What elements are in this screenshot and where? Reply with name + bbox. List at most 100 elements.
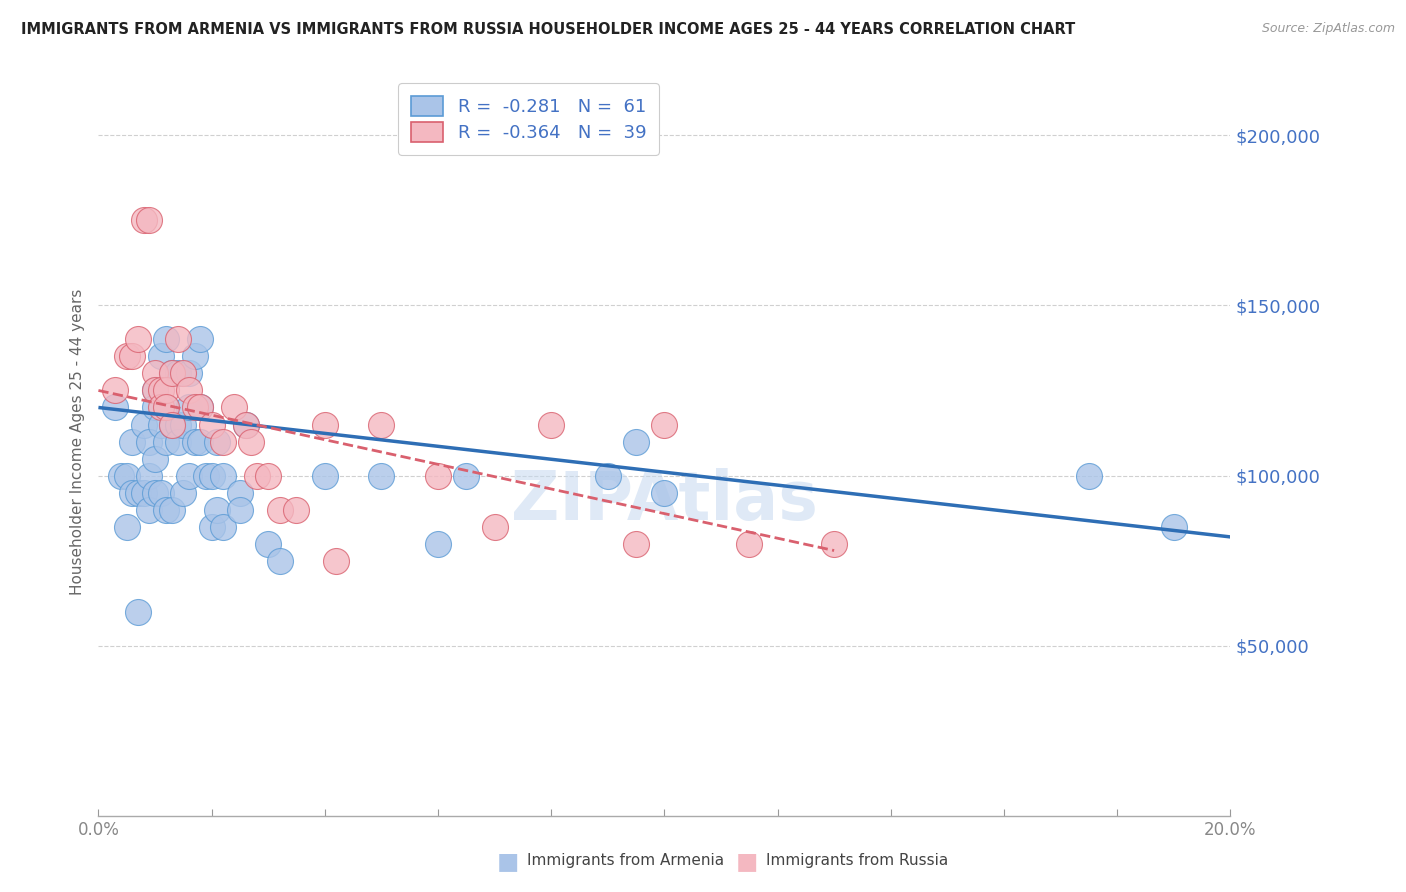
Point <box>155 434 177 449</box>
Point <box>201 417 224 432</box>
Point <box>166 332 188 346</box>
Text: IMMIGRANTS FROM ARMENIA VS IMMIGRANTS FROM RUSSIA HOUSEHOLDER INCOME AGES 25 - 4: IMMIGRANTS FROM ARMENIA VS IMMIGRANTS FR… <box>21 22 1076 37</box>
Point <box>160 367 183 381</box>
Point <box>212 519 235 533</box>
Point <box>149 485 172 500</box>
Point <box>155 502 177 516</box>
Point <box>207 502 229 516</box>
Text: ZIPAtlas: ZIPAtlas <box>510 468 818 534</box>
Point <box>172 417 194 432</box>
Y-axis label: Householder Income Ages 25 - 44 years: Householder Income Ages 25 - 44 years <box>69 288 84 595</box>
Point <box>314 468 336 483</box>
Point <box>132 485 155 500</box>
Point <box>155 332 177 346</box>
Point <box>269 554 291 568</box>
Point <box>177 401 200 415</box>
Point <box>427 537 450 551</box>
Point <box>540 417 562 432</box>
Point <box>121 350 143 364</box>
Point <box>269 502 291 516</box>
Point <box>166 367 188 381</box>
Point <box>235 417 257 432</box>
Point <box>104 401 127 415</box>
Point <box>177 384 200 398</box>
Point <box>188 401 211 415</box>
Point <box>370 468 392 483</box>
Point <box>1077 468 1099 483</box>
Point <box>484 519 506 533</box>
Point <box>115 519 138 533</box>
Point <box>166 434 188 449</box>
Point <box>121 485 143 500</box>
Point <box>155 384 177 398</box>
Point <box>127 332 149 346</box>
Point <box>823 537 845 551</box>
Point <box>121 434 143 449</box>
Point <box>1163 519 1185 533</box>
Point <box>212 434 235 449</box>
Point <box>314 417 336 432</box>
Point <box>188 332 211 346</box>
Point <box>138 468 160 483</box>
Point <box>166 417 188 432</box>
Point <box>160 502 183 516</box>
Point <box>143 367 166 381</box>
Point <box>160 417 183 432</box>
Point <box>172 367 194 381</box>
Text: Immigrants from Russia: Immigrants from Russia <box>766 854 949 868</box>
Point <box>127 485 149 500</box>
Point <box>652 417 676 432</box>
Point <box>143 384 166 398</box>
Point <box>257 537 280 551</box>
Point <box>325 554 347 568</box>
Point <box>177 468 200 483</box>
Point <box>115 350 138 364</box>
Point <box>240 434 263 449</box>
Point <box>201 519 224 533</box>
Point <box>149 384 172 398</box>
Point <box>127 605 149 619</box>
Point <box>115 468 138 483</box>
Point <box>188 434 211 449</box>
Point <box>212 468 235 483</box>
Point <box>155 401 177 415</box>
Point <box>155 401 177 415</box>
Point <box>194 468 217 483</box>
Point <box>149 401 172 415</box>
Point <box>456 468 478 483</box>
Text: ▪: ▪ <box>735 844 759 878</box>
Point <box>177 367 200 381</box>
Point <box>207 434 229 449</box>
Point <box>183 434 205 449</box>
Point <box>110 468 132 483</box>
Point <box>246 468 269 483</box>
Point <box>104 384 127 398</box>
Point <box>652 485 676 500</box>
Point <box>138 434 160 449</box>
Point <box>132 213 155 227</box>
Point <box>183 401 205 415</box>
Point <box>596 468 619 483</box>
Point <box>738 537 761 551</box>
Point <box>224 401 246 415</box>
Point <box>229 502 252 516</box>
Point <box>138 502 160 516</box>
Point <box>138 213 160 227</box>
Point <box>143 485 166 500</box>
Point <box>624 434 647 449</box>
Point <box>149 350 172 364</box>
Point <box>624 537 647 551</box>
Point <box>143 384 166 398</box>
Point <box>149 417 172 432</box>
Point <box>427 468 450 483</box>
Point <box>257 468 280 483</box>
Point <box>188 401 211 415</box>
Text: Source: ZipAtlas.com: Source: ZipAtlas.com <box>1261 22 1395 36</box>
Point <box>229 485 252 500</box>
Text: ▪: ▪ <box>496 844 520 878</box>
Point <box>143 451 166 466</box>
Point <box>370 417 392 432</box>
Point <box>160 417 183 432</box>
Point <box>172 485 194 500</box>
Point <box>201 468 224 483</box>
